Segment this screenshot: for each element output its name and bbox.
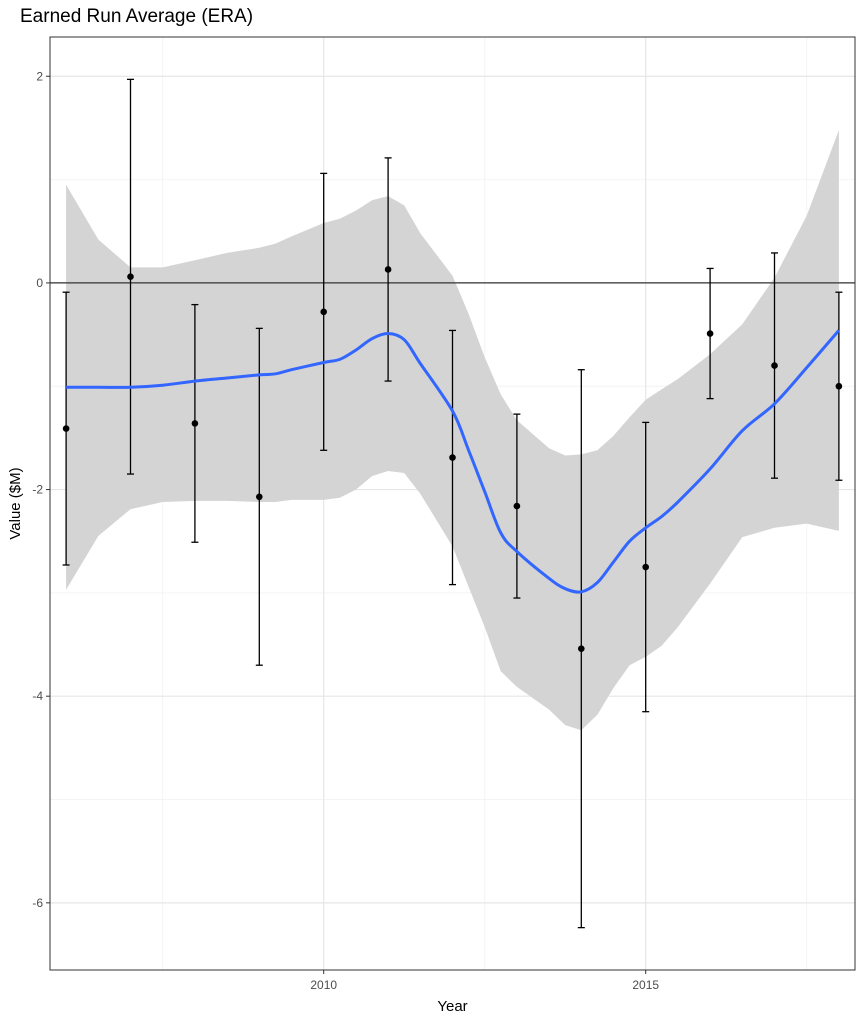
data-point	[127, 273, 134, 281]
data-points	[62, 266, 843, 652]
y-tick-label: 2	[36, 69, 43, 83]
y-tick-label: 0	[36, 276, 43, 290]
x-tick-label: 2010	[310, 978, 337, 992]
data-point	[706, 330, 714, 337]
y-tick-label: -6	[32, 896, 43, 910]
data-point	[642, 563, 649, 571]
data-point	[513, 502, 521, 510]
data-point	[255, 493, 263, 501]
y-tick-label: -4	[32, 689, 43, 703]
data-point	[449, 454, 456, 461]
chart-title: Earned Run Average (ERA)	[20, 6, 254, 27]
y-axis-ticks: 2 0 -2 -4 -6	[32, 69, 50, 910]
data-point	[320, 308, 328, 316]
x-axis-title: Year	[437, 998, 467, 1015]
data-point	[771, 362, 778, 369]
data-point	[835, 382, 843, 390]
y-axis-title: Value ($M)	[7, 467, 24, 539]
data-point	[578, 645, 585, 652]
x-tick-label: 2015	[632, 978, 659, 992]
data-point	[384, 266, 392, 273]
x-axis-ticks: 2010 2015	[310, 970, 659, 992]
smooth-trend-line	[66, 329, 841, 594]
data-point	[191, 420, 199, 427]
panel-border	[49, 36, 856, 971]
data-point	[62, 425, 70, 432]
y-tick-label: -2	[32, 483, 43, 497]
